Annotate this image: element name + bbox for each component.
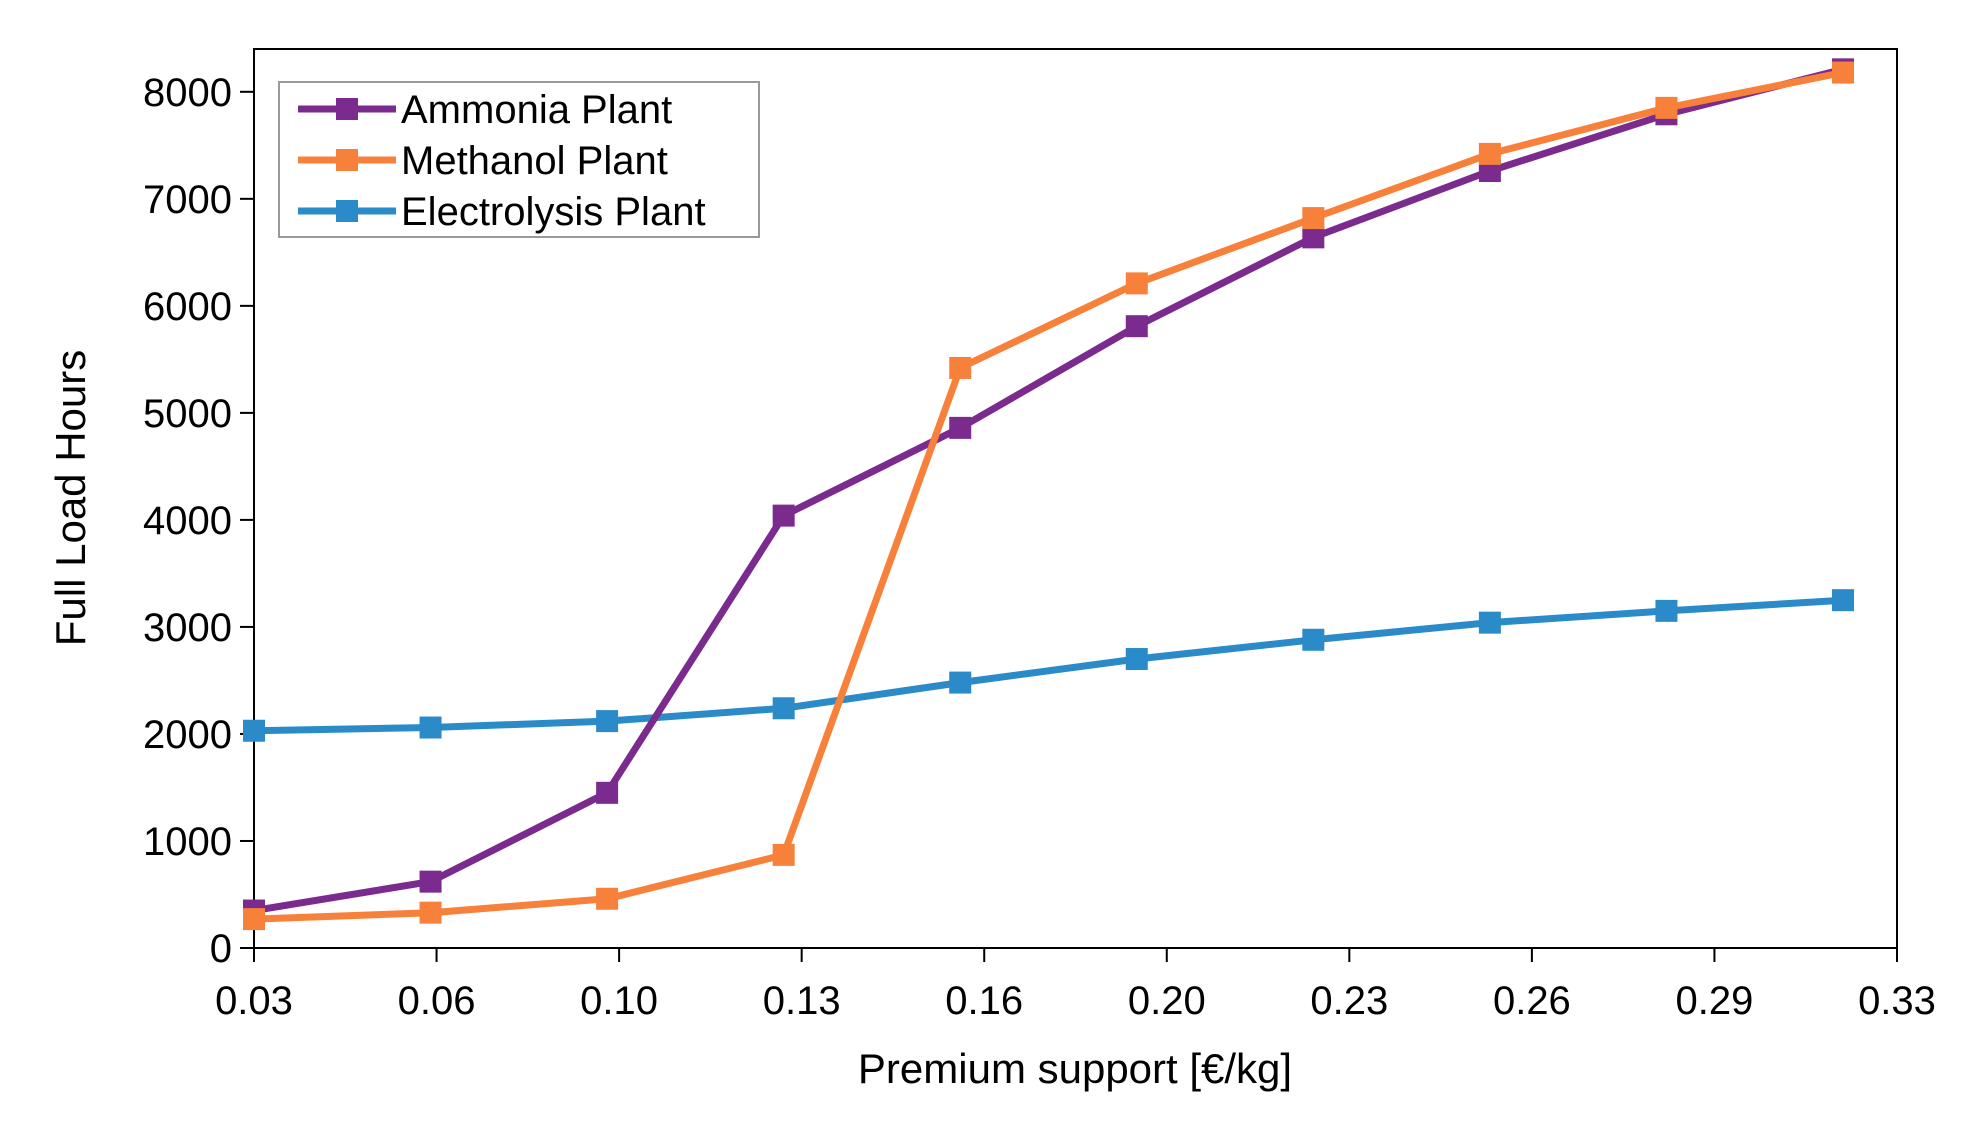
data-point-marker xyxy=(596,887,619,910)
x-tick-label: 0.03 xyxy=(215,979,293,1023)
series-line xyxy=(253,69,1844,923)
x-tick-label: 0.06 xyxy=(398,979,476,1023)
data-point-marker xyxy=(419,901,442,924)
data-point-marker xyxy=(1655,96,1678,119)
data-point-marker xyxy=(596,710,619,733)
data-point-marker xyxy=(1302,226,1325,249)
data-point-marker xyxy=(1125,272,1148,295)
series-electrolysis-plant xyxy=(243,589,1854,742)
data-point-marker xyxy=(772,843,795,866)
legend: Ammonia Plant Methanol Plant Electrolysis … xyxy=(278,81,760,238)
data-point-marker xyxy=(1125,315,1148,338)
x-tick-label: 0.13 xyxy=(763,979,841,1023)
legend-label: Electrolysis Plant xyxy=(401,190,706,234)
series-ammonia-plant xyxy=(243,58,1854,922)
legend-marker xyxy=(336,149,358,171)
y-tick-label: 6000 xyxy=(143,285,232,329)
data-point-marker xyxy=(1302,628,1325,651)
x-tick-label: 0.16 xyxy=(945,979,1023,1023)
y-tick-label: 5000 xyxy=(143,392,232,436)
data-point-marker xyxy=(1832,61,1854,84)
x-axis-label: Premium support [€/kg] xyxy=(858,1045,1292,1092)
data-point-marker xyxy=(1478,142,1501,165)
data-point-marker xyxy=(772,504,795,527)
data-point-marker xyxy=(1125,648,1148,671)
y-tick-label: 1000 xyxy=(143,820,232,864)
series-group xyxy=(243,58,1854,931)
data-point-marker xyxy=(949,671,972,694)
data-point-marker xyxy=(1302,207,1325,230)
y-tick-label: 4000 xyxy=(143,499,232,543)
data-point-marker xyxy=(1478,611,1501,634)
data-point-marker xyxy=(419,716,442,739)
x-tick-label: 0.29 xyxy=(1676,979,1754,1023)
legend-marker xyxy=(336,98,358,120)
legend-marker xyxy=(336,200,358,222)
legend-label: Methanol Plant xyxy=(401,139,668,183)
y-tick-label: 8000 xyxy=(143,71,232,115)
series-line xyxy=(253,596,1844,735)
series-line xyxy=(253,65,1844,914)
y-axis-label: Full Load Hours xyxy=(47,350,94,646)
x-tick-label: 0.20 xyxy=(1128,979,1206,1023)
axes: 0.03 0.06 0.10 0.13 0.16 0.20 0.23 0.26 0.29 0.33… xyxy=(143,71,1936,1023)
x-tick-label: 0.23 xyxy=(1310,979,1388,1023)
data-point-marker xyxy=(949,356,972,379)
y-tick-label: 2000 xyxy=(143,713,232,757)
data-point-marker xyxy=(419,870,442,893)
y-tick-label: 0 xyxy=(210,927,232,971)
x-tick-label: 0.10 xyxy=(580,979,658,1023)
legend-label: Ammonia Plant xyxy=(401,88,672,132)
data-point-marker xyxy=(1655,599,1678,622)
y-tick-label: 3000 xyxy=(143,606,232,650)
data-point-marker xyxy=(596,781,619,804)
data-point-marker xyxy=(1478,160,1501,183)
series-methanol-plant xyxy=(243,61,1854,931)
data-point-marker xyxy=(1832,589,1854,612)
x-tick-label: 0.33 xyxy=(1858,979,1936,1023)
data-point-marker xyxy=(243,719,265,742)
data-point-marker xyxy=(949,416,972,439)
y-tick-label: 7000 xyxy=(143,178,232,222)
data-point-marker xyxy=(243,908,265,931)
data-point-marker xyxy=(772,697,795,720)
x-tick-label: 0.26 xyxy=(1493,979,1571,1023)
